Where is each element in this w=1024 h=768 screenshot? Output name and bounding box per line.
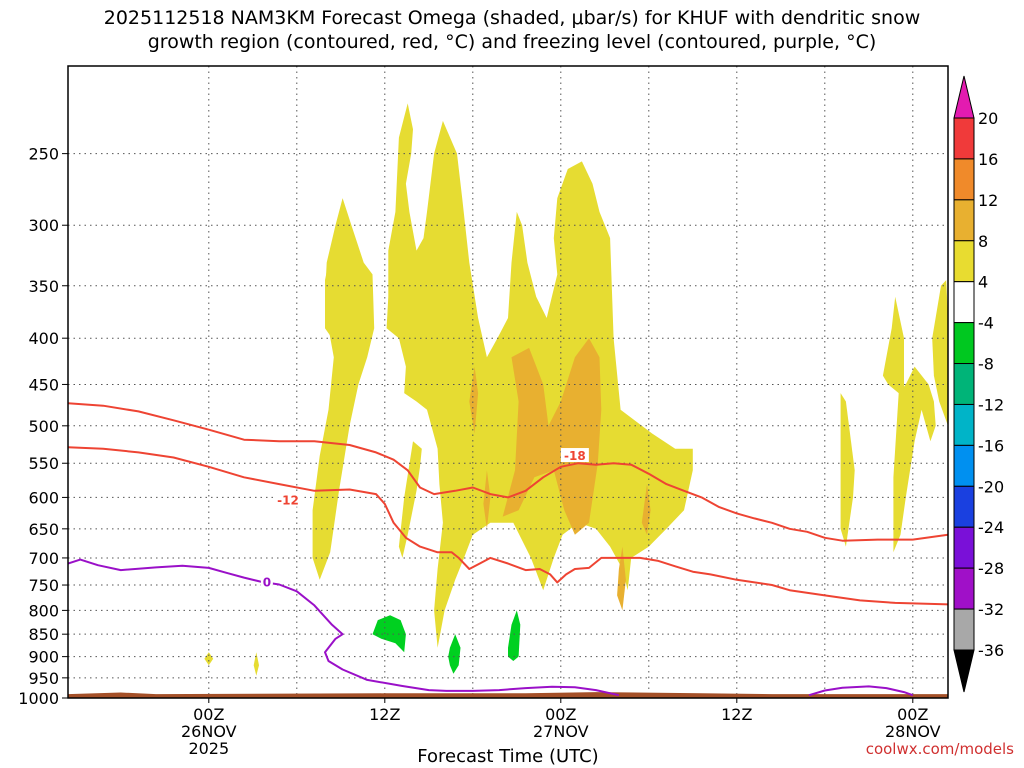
colorbar-segment <box>953 363 975 405</box>
colorbar-top-arrow <box>953 75 975 119</box>
colorbar-segment <box>953 158 975 201</box>
contour-label: 0 <box>263 575 271 589</box>
dgz-contour <box>68 446 948 606</box>
y-tick-label: 250 <box>28 145 59 164</box>
colorbar-label: 20 <box>978 109 998 128</box>
contour-label: -12 <box>277 494 299 508</box>
omega-region <box>502 338 602 535</box>
colorbar-segment <box>953 322 975 365</box>
colorbar-label: -24 <box>978 518 1004 537</box>
colorbar-label: -20 <box>978 477 1004 496</box>
plot-frame <box>67 65 949 699</box>
omega-region <box>948 456 953 523</box>
colorbar-label: -32 <box>978 600 1004 619</box>
omega-region <box>617 546 626 611</box>
y-tick-label: 400 <box>28 329 59 348</box>
x-tick-label: 12Z <box>721 705 752 724</box>
omega-region <box>312 198 375 580</box>
omega-region <box>840 393 855 547</box>
y-tick-label: 350 <box>28 277 59 296</box>
x-tick-label: 00Z <box>193 705 224 724</box>
x-tick-year: 2025 <box>188 739 229 758</box>
colorbar-segment <box>953 117 975 160</box>
x-axis-title: Forecast Time (UTC) <box>417 746 598 767</box>
colorbar-segment <box>953 567 975 610</box>
plot-area <box>68 66 953 698</box>
y-tick-label: 300 <box>28 216 59 235</box>
omega-region <box>448 634 461 674</box>
terrain <box>68 692 948 698</box>
y-tick-label: 950 <box>28 669 59 688</box>
credit-text: coolwx.com/models <box>866 740 1014 758</box>
x-tick-sublabel: 27NOV <box>533 722 589 741</box>
contour-label-bg <box>560 448 589 463</box>
omega-region <box>469 366 479 434</box>
omega-region <box>483 470 491 529</box>
omega-region <box>253 652 259 676</box>
y-tick-label: 450 <box>28 375 59 394</box>
colorbar-label: 12 <box>978 191 998 210</box>
omega-region <box>641 484 651 535</box>
x-tick-sublabel: 28NOV <box>885 722 941 741</box>
colorbar-label: -8 <box>978 355 994 374</box>
y-tick-label: 850 <box>28 625 59 644</box>
freezing-level-contour <box>808 685 914 697</box>
colorbar-segment <box>953 485 975 528</box>
y-tick-label: 650 <box>28 520 59 539</box>
chart-title: 2025112518 NAM3KM Forecast Omega (shaded… <box>103 7 921 53</box>
colorbar-segment <box>953 608 975 651</box>
omega-region <box>882 296 904 402</box>
colorbar-label: -36 <box>978 641 1004 660</box>
freezing-level-contour <box>68 558 620 697</box>
omega-region <box>893 366 936 553</box>
y-tick-label: 550 <box>28 454 59 473</box>
omega-region <box>204 652 214 666</box>
colorbar-segment <box>953 199 975 242</box>
colorbar-segment <box>953 526 975 569</box>
colorbar-segment <box>953 281 975 324</box>
y-tick-label: 900 <box>28 648 59 667</box>
colorbar-label: 8 <box>978 232 988 251</box>
x-tick-label: 00Z <box>897 705 928 724</box>
omega-region <box>932 280 948 426</box>
x-tick-label: 12Z <box>369 705 400 724</box>
y-tick-label: 1000 <box>18 689 59 708</box>
dgz-contour <box>68 402 948 542</box>
y-tick-label: 800 <box>28 601 59 620</box>
y-tick-label: 700 <box>28 549 59 568</box>
omega-region <box>508 610 521 661</box>
colorbar-label: -12 <box>978 395 1004 414</box>
colorbar-label: -28 <box>978 559 1004 578</box>
colorbar-label: -4 <box>978 314 994 333</box>
y-tick-label: 750 <box>28 576 59 595</box>
contour-label-bg <box>260 574 273 589</box>
colorbar-segment <box>953 240 975 283</box>
colorbar-segment <box>953 403 975 446</box>
x-tick-sublabel: 26NOV <box>181 722 237 741</box>
y-tick-label: 600 <box>28 488 59 507</box>
colorbar-bottom-arrow <box>953 649 975 693</box>
contour-label: -18 <box>564 449 586 463</box>
contour-label-bg <box>274 492 302 507</box>
omega-region <box>325 262 338 339</box>
colorbar-segment <box>953 444 975 487</box>
y-tick-label: 500 <box>28 417 59 436</box>
x-tick-label: 00Z <box>545 705 576 724</box>
colorbar-label: 16 <box>978 150 998 169</box>
omega-region <box>372 615 406 653</box>
colorbar-label: 4 <box>978 273 988 292</box>
colorbar-label: -16 <box>978 436 1004 455</box>
